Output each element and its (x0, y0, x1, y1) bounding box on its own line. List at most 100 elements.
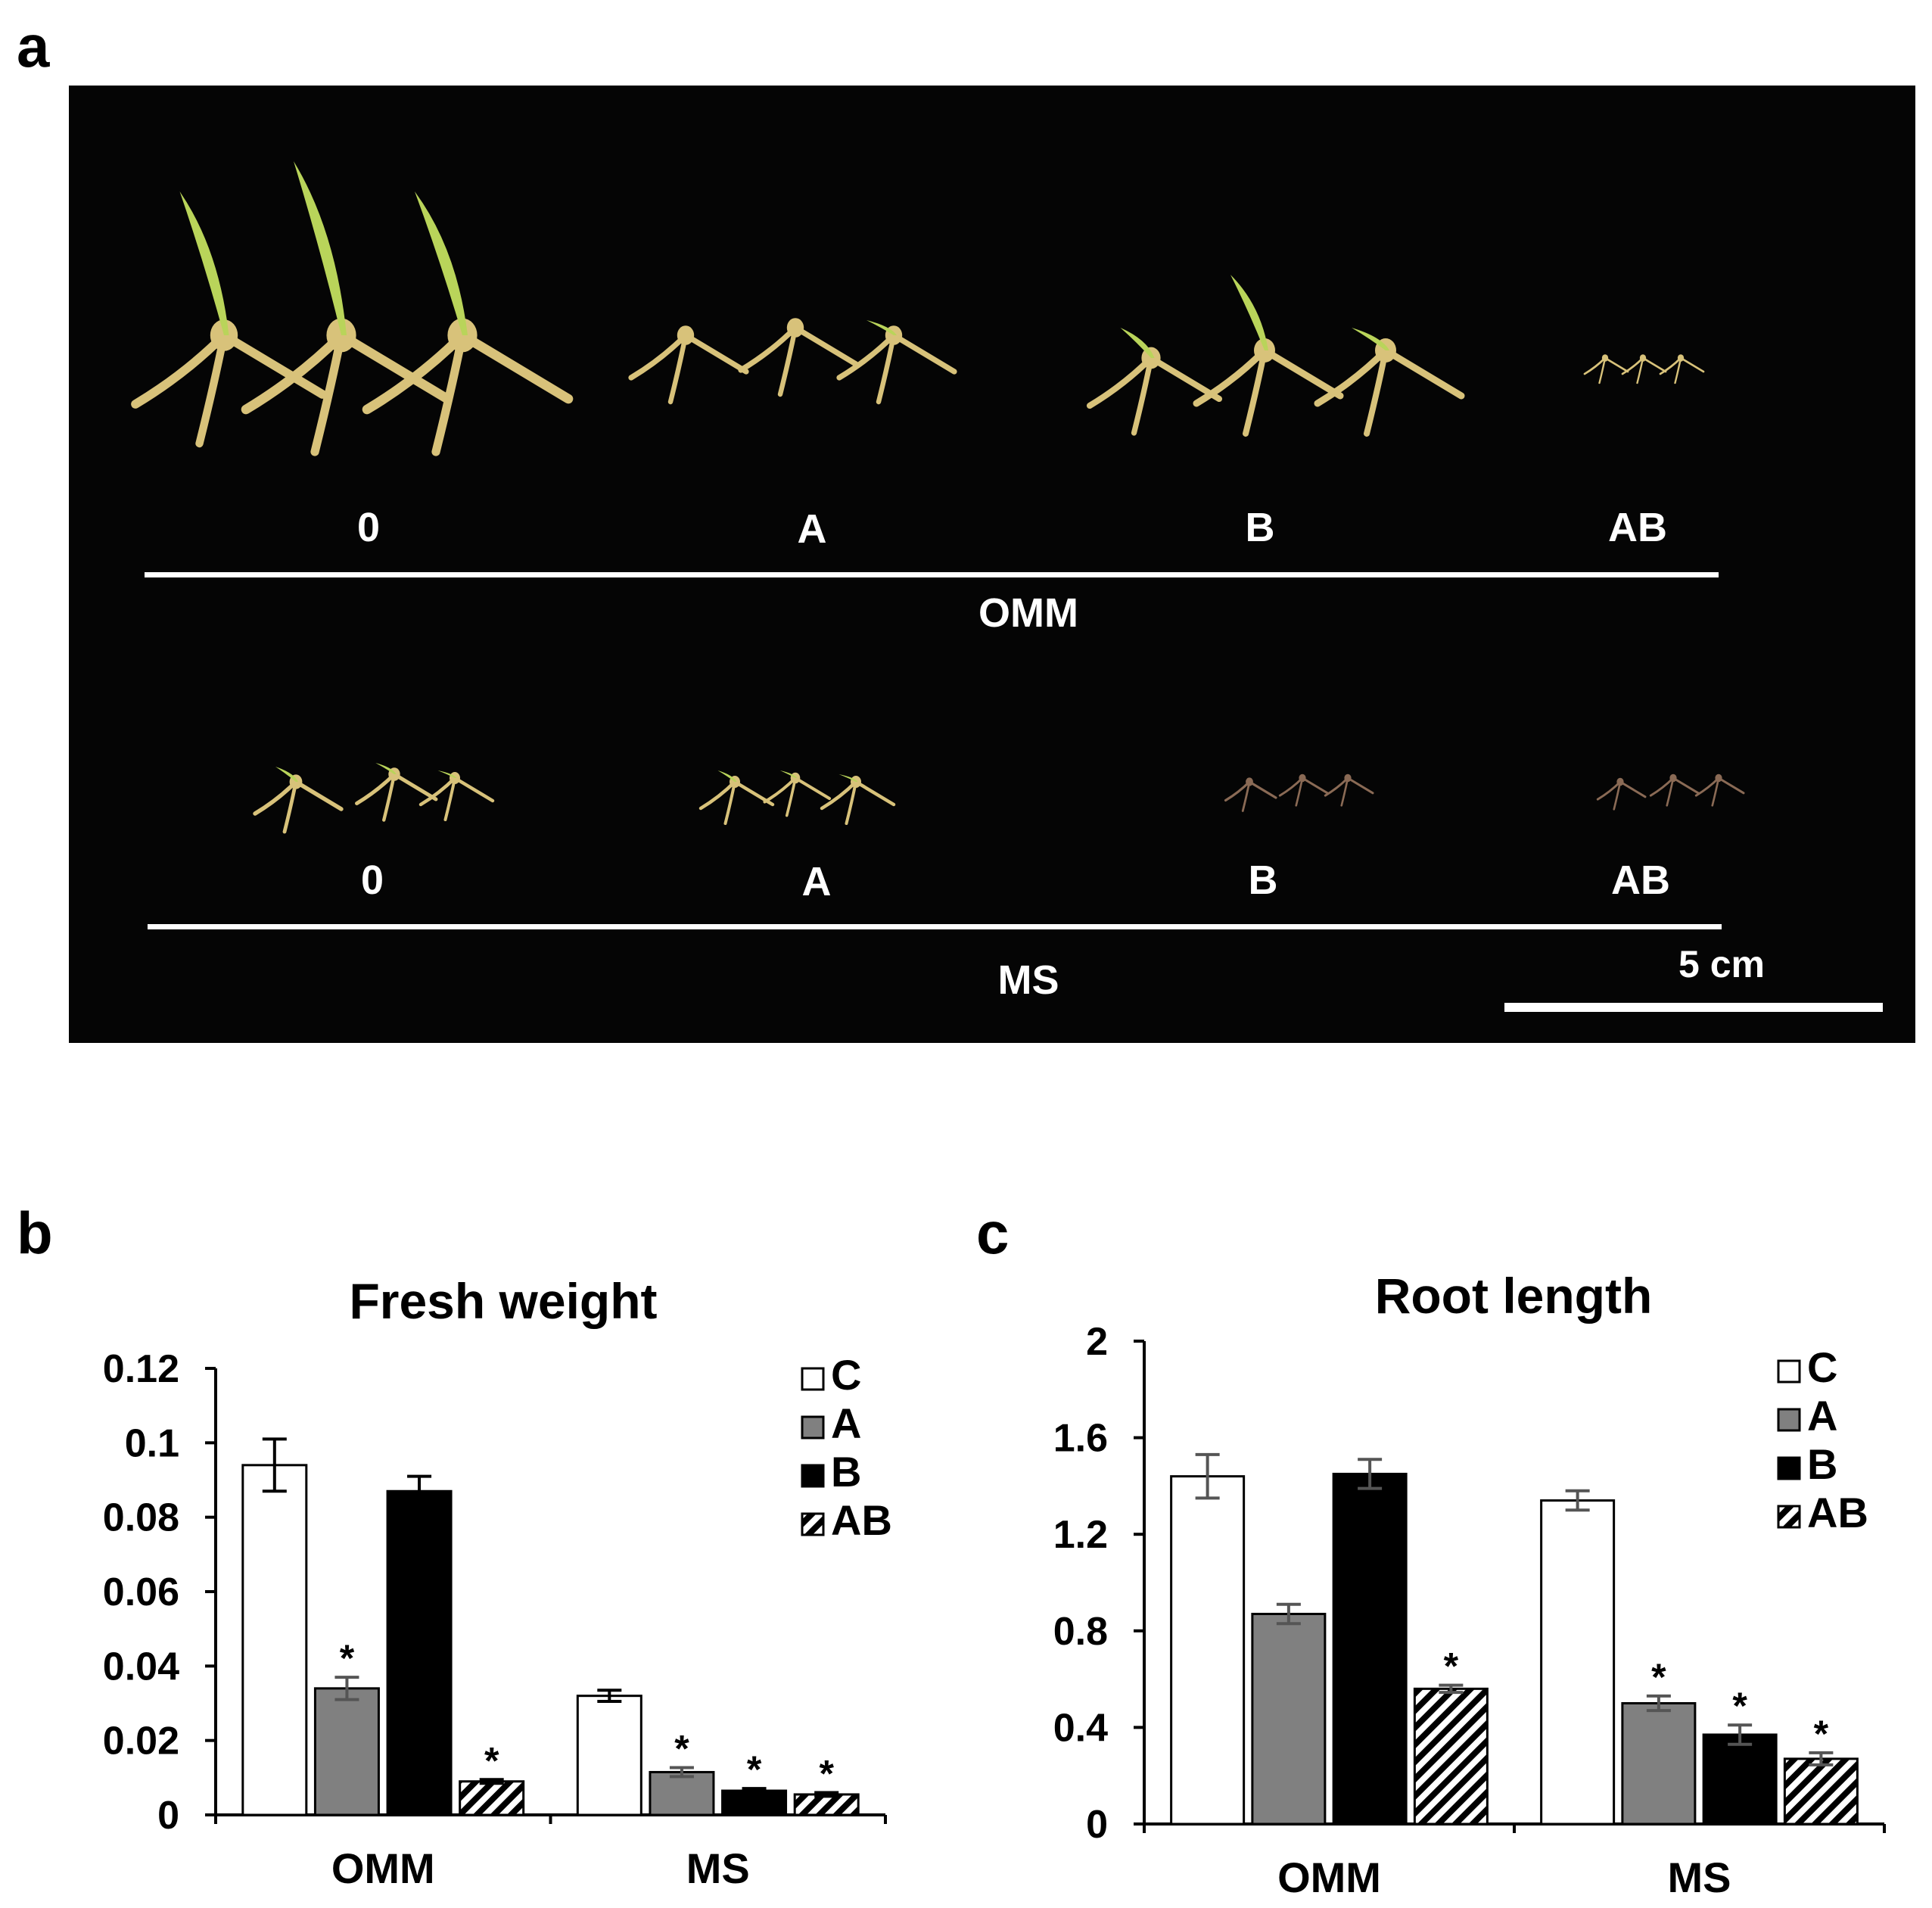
rl-legend-label-B: B (1807, 1440, 1837, 1488)
fw-category-label-OMM: OMM (331, 1844, 435, 1892)
fw-legend-swatch-B (801, 1464, 825, 1488)
photo-bottom-label-0: 0 (361, 858, 384, 903)
fw-legend-label-AB: AB (831, 1496, 892, 1544)
seedling-omm-0-2 (362, 191, 574, 456)
rl-legend-label-AB: AB (1807, 1489, 1868, 1536)
fw-significance-A-MS: * (674, 1728, 689, 1770)
seedling-omm-a-1 (738, 318, 859, 397)
seedling-drawings (131, 161, 1745, 834)
seedling-body (1299, 773, 1306, 783)
panel-label-c: c (976, 1200, 1010, 1266)
rl-bar-C-OMM (1170, 1475, 1246, 1826)
rl-category-label-OMM: OMM (1277, 1854, 1381, 1900)
seedling-leaf (375, 763, 397, 774)
seedling-body (677, 325, 695, 345)
seedling-leaf (437, 770, 457, 778)
photo-bottom-divider (148, 924, 1722, 929)
fw-y-tick-label: 0.08 (103, 1496, 179, 1540)
seedling-leaf (1352, 328, 1389, 350)
fw-bar-B-MS (721, 1789, 788, 1816)
seedling-omm-a-0 (628, 325, 749, 405)
fw-legend-swatch-A (801, 1415, 825, 1440)
rl-y-tick-label: 0.4 (1053, 1706, 1108, 1750)
rl-y-tick-label: 1.2 (1053, 1513, 1108, 1557)
seedling-leaf (179, 191, 229, 335)
fw-title: Fresh weight (349, 1273, 657, 1329)
seedling-ms-b-1 (1278, 773, 1329, 807)
rl-category-label-MS: MS (1668, 1854, 1731, 1900)
fw-y-tick-label: 0.12 (103, 1347, 179, 1391)
fw-significance-AB-MS: * (819, 1753, 834, 1795)
seedling-ms-0-0 (253, 767, 344, 834)
seedling-body (1677, 354, 1685, 362)
fw-legend-swatch-AB (801, 1512, 825, 1536)
seedling-body (1639, 354, 1647, 362)
rl-bar-A-MS (1621, 1702, 1697, 1826)
seedling-ms-0-2 (418, 770, 495, 821)
fw-category-label-MS: MS (686, 1844, 750, 1892)
seedling-photo: 0 A B AB OMM 0 A B AB MS 5 cm (69, 86, 1915, 1043)
seedling-leaf (838, 774, 858, 782)
seedling-leaf (275, 767, 298, 782)
rl-legend-swatch-C (1777, 1359, 1801, 1384)
fresh-weight-chart: Fresh weight 0 0.02 0.04 0.06 0.08 0.1 0.12 * * OM… (45, 1249, 946, 1900)
fw-y-tick-label: 0.06 (103, 1570, 179, 1614)
photo-bottom-label-b: B (1249, 858, 1278, 903)
scale-bar (1504, 1003, 1883, 1012)
photo-top-label-b: B (1246, 505, 1275, 550)
root-length-chart: Root length 0 0.4 0.8 1.2 1.6 2 * OMM * * * MS C A B AB (999, 1249, 1907, 1901)
seedling-leaf (1120, 328, 1155, 358)
seedling-ms-b-2 (1324, 773, 1374, 807)
photo-top-label-ab: AB (1608, 505, 1667, 550)
fw-y-tick-label: 0.1 (125, 1421, 179, 1465)
photo-bottom-label-a: A (802, 859, 832, 904)
fw-bar-A-MS (649, 1770, 715, 1816)
seedling-leaf (779, 770, 798, 778)
seedling-ms-ab-0 (1596, 777, 1647, 811)
fw-bar-C-MS (576, 1695, 642, 1816)
seedling-omm-0-0 (131, 191, 327, 448)
seedling-leaf (717, 770, 737, 782)
seedling-ms-ab-1 (1649, 773, 1700, 807)
fw-bar-B-OMM (386, 1489, 453, 1816)
fw-y-tick-label: 0.04 (103, 1645, 179, 1689)
seedling-body (1616, 777, 1624, 786)
fw-legend-label-B: B (831, 1448, 861, 1496)
rl-y-tick-label: 1.6 (1053, 1417, 1108, 1461)
seedling-omm-ab-1 (1621, 354, 1667, 384)
seedling-ms-b-0 (1224, 777, 1277, 812)
seedling-body (1715, 773, 1722, 783)
seedling-leaf (1230, 275, 1268, 350)
fw-significance-AB-OMM: * (484, 1739, 499, 1782)
rl-bar-B-OMM (1332, 1472, 1408, 1826)
seedling-ms-ab-2 (1694, 773, 1745, 807)
seedling-leaf (415, 191, 468, 335)
seedling-omm-b-2 (1314, 328, 1465, 437)
rl-bar-C-MS (1540, 1499, 1616, 1826)
fw-bar-AB-OMM (459, 1780, 525, 1816)
rl-title: Root length (1375, 1268, 1653, 1324)
rl-legend-swatch-B (1777, 1456, 1801, 1480)
rl-significance-A-MS: * (1651, 1656, 1666, 1698)
seedling-ms-a-1 (763, 770, 832, 817)
rl-bar-AB-MS (1783, 1757, 1859, 1826)
seedling-ms-a-0 (698, 770, 775, 825)
photo-background (69, 86, 1915, 1043)
seedling-body (786, 318, 804, 338)
seedling-body (1246, 777, 1253, 786)
rl-y-tick-label: 2 (1086, 1320, 1108, 1364)
rl-bar-B-MS (1702, 1733, 1778, 1826)
photo-bottom-label-ab: AB (1611, 858, 1670, 903)
photo-top-divider (145, 572, 1719, 577)
fw-bar-C-OMM (241, 1464, 308, 1816)
seedling-ms-a-2 (820, 774, 896, 825)
fw-y-tick-label: 0.02 (103, 1720, 179, 1763)
panel-label-b: b (17, 1200, 53, 1266)
rl-significance-B-MS: * (1732, 1685, 1747, 1727)
panel-label-a: a (17, 13, 50, 79)
fresh-weight-chart-svg: Fresh weight 0 0.02 0.04 0.06 0.08 0.1 0.12 * * OM… (103, 1273, 892, 1892)
seedling-leaf (294, 161, 347, 335)
seedling-body (1601, 354, 1609, 362)
fw-significance-B-MS: * (747, 1748, 762, 1791)
